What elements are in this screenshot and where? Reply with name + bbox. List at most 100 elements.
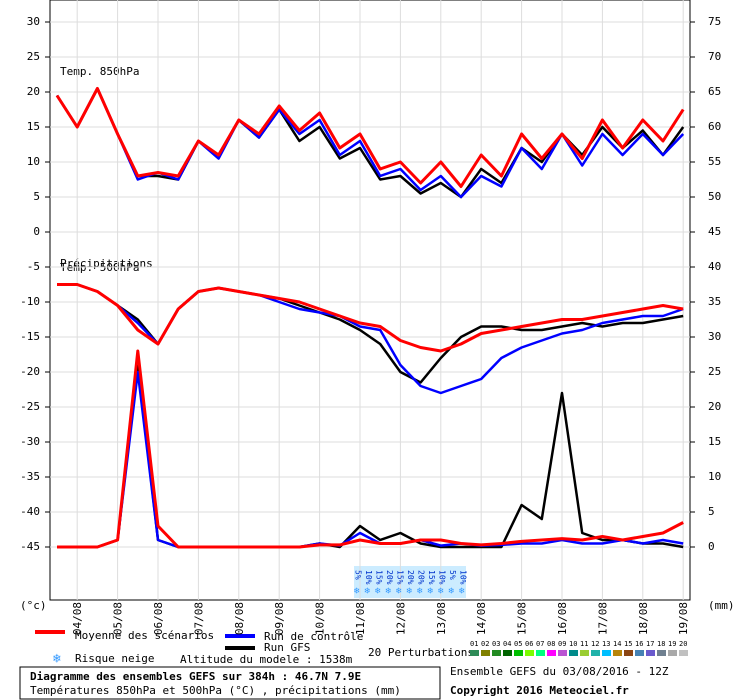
perturbation-number: 09	[558, 640, 566, 648]
y-tick-label: -45	[20, 540, 40, 553]
y2-tick-label: 15	[708, 435, 721, 448]
snow-icon: ❄	[52, 652, 61, 667]
y2-tick-label: 0	[708, 540, 715, 553]
perturbation-number: 03	[492, 640, 500, 648]
y-tick-label: 10	[27, 155, 40, 168]
y2-tick-label: 5	[708, 505, 715, 518]
y-tick-label: 20	[27, 85, 40, 98]
y2-tick-label: 40	[708, 260, 721, 273]
perturbation-swatch	[558, 650, 567, 656]
snow-icon: ❄	[417, 587, 423, 597]
y2-tick-label: 30	[708, 330, 721, 343]
perturbation-swatch	[591, 650, 600, 656]
snow-risk-label: 20%	[417, 570, 426, 585]
y2-tick-label: 20	[708, 400, 721, 413]
perturbation-number: 07	[536, 640, 544, 648]
snow-icon: ❄	[438, 587, 444, 597]
snow-icon: ❄	[459, 587, 465, 597]
perturbation-swatch	[525, 650, 534, 656]
series-line	[57, 370, 684, 549]
y2-tick-label: 60	[708, 120, 721, 133]
perturbation-swatch	[492, 650, 501, 656]
perturbation-swatch	[569, 650, 578, 656]
legend-label: Run de contrôle	[264, 630, 363, 643]
perturbation-number: 15	[624, 640, 632, 648]
x-tick-label: 11/08	[354, 602, 367, 635]
snow-icon: ❄	[375, 587, 381, 597]
y-tick-label: 25	[27, 50, 40, 63]
x-tick-label: 07/08	[192, 602, 205, 635]
perturbation-number: 13	[602, 640, 610, 648]
perturbation-number: 18	[657, 640, 665, 648]
snow-risk-label: 15%	[375, 570, 384, 585]
y2-tick-label: 25	[708, 365, 721, 378]
perturbation-swatch	[624, 650, 633, 656]
footer-box	[19, 666, 441, 700]
x-tick-label: 19/08	[677, 602, 690, 635]
x-tick-label: 16/08	[556, 602, 569, 635]
series-line	[55, 87, 685, 188]
x-tick-label: 09/08	[273, 602, 286, 635]
perturbations-label: 20 Perturbations	[368, 646, 474, 659]
perturbation-swatch	[470, 650, 479, 656]
perturbation-swatch	[635, 650, 644, 656]
perturbation-number: 17	[646, 640, 654, 648]
snow-risk-label: 10%	[438, 570, 447, 585]
perturbation-number: 20	[679, 640, 687, 648]
perturbation-swatch	[580, 650, 589, 656]
copyright: Copyright 2016 Meteociel.fr	[450, 684, 629, 697]
y2-tick-label: 35	[708, 295, 721, 308]
perturbation-swatch	[668, 650, 677, 656]
y2-tick-label: 55	[708, 155, 721, 168]
y-tick-label: -5	[27, 260, 40, 273]
perturbation-number: 02	[481, 640, 489, 648]
snow-risk-label: 5%	[448, 570, 457, 580]
series-line	[55, 87, 685, 199]
snow-icon: ❄	[428, 587, 434, 597]
perturbation-number: 19	[668, 640, 676, 648]
perturbation-number: 08	[547, 640, 555, 648]
snow-risk-label: 5%	[354, 570, 363, 580]
snow-risk-label: 10%	[364, 570, 373, 585]
legend-label: Risque neige	[75, 652, 154, 665]
y-tick-label: -20	[20, 365, 40, 378]
legend-label: Moyenne des scénarios	[75, 629, 214, 642]
x-tick-label: 10/08	[314, 602, 327, 635]
y2-tick-label: 50	[708, 190, 721, 203]
x-tick-label: 08/08	[233, 602, 246, 635]
y-tick-label: -30	[20, 435, 40, 448]
x-tick-label: 13/08	[435, 602, 448, 635]
snow-risk-label: 20%	[406, 570, 415, 585]
panel-title: Temp. 850hPa	[60, 65, 139, 78]
y-tick-label: 5	[33, 190, 40, 203]
y-tick-label: 15	[27, 120, 40, 133]
run-info: Ensemble GEFS du 03/08/2016 - 12Z	[450, 665, 669, 678]
x-tick-label: 17/08	[596, 602, 609, 635]
perturbation-number: 16	[635, 640, 643, 648]
x-tick-label: 04/08	[71, 602, 84, 635]
perturbation-number: 04	[503, 640, 511, 648]
perturbation-swatch	[657, 650, 666, 656]
altitude: Altitude du modele : 1538m	[180, 653, 353, 666]
perturbation-number: 11	[580, 640, 588, 648]
perturbation-swatch	[646, 650, 655, 656]
perturbation-number: 14	[613, 640, 621, 648]
snow-icon: ❄	[449, 587, 455, 597]
perturbation-swatch	[679, 650, 688, 656]
y-tick-label: -35	[20, 470, 40, 483]
series-line	[57, 283, 684, 353]
snow-icon: ❄	[354, 587, 360, 597]
series-line	[57, 349, 684, 549]
x-tick-label: 05/08	[112, 602, 125, 635]
footer-title: Diagramme des ensembles GEFS sur 384h : …	[30, 670, 361, 683]
snow-icon: ❄	[365, 587, 371, 597]
snow-risk-label: 15%	[427, 570, 436, 585]
x-tick-label: 12/08	[394, 602, 407, 635]
snow-icon: ❄	[396, 587, 402, 597]
y-axis-label: (°c)	[20, 599, 47, 612]
perturbation-swatch	[503, 650, 512, 656]
perturbation-swatch	[547, 650, 556, 656]
snow-risk-label: 20%	[385, 570, 394, 585]
perturbation-number: 01	[470, 640, 478, 648]
